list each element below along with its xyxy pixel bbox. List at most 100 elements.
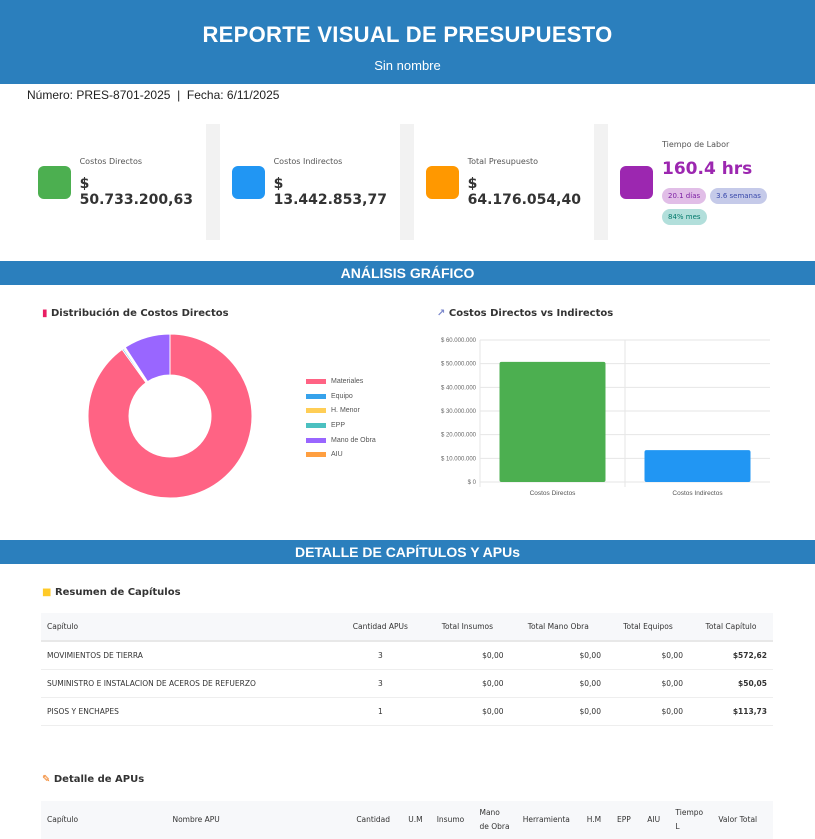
legend-item[interactable]: Mano de Obra xyxy=(306,433,376,448)
table-cell: 1 xyxy=(335,697,426,726)
legend-label: Materiales xyxy=(331,377,364,385)
legend-label: Equipo xyxy=(331,392,353,400)
donut-chart xyxy=(87,333,253,499)
numero-label: Número: xyxy=(27,88,74,102)
column-header[interactable]: U.M xyxy=(402,801,431,839)
trend-chart-icon: ↗ xyxy=(437,308,446,319)
legend-swatch xyxy=(306,452,326,458)
column-header[interactable]: Capítulo xyxy=(41,613,336,641)
column-header[interactable]: Herramienta xyxy=(516,801,581,839)
x-tick-label: Costos Indirectos xyxy=(672,490,723,497)
section-analisis: ANÁLISIS GRÁFICO xyxy=(0,261,815,285)
legend-item[interactable]: Equipo xyxy=(306,389,376,404)
card-total-presupuesto: Total Presupuesto $ 64.176.054,40 xyxy=(414,124,594,240)
report-header: REPORTE VISUAL DE PRESUPUESTO Sin nombre xyxy=(0,0,815,84)
legend-item[interactable]: Materiales xyxy=(306,374,376,389)
legend-label: Mano de Obra xyxy=(331,436,376,444)
column-header[interactable]: EPP xyxy=(611,801,642,839)
table-cell: $0,00 xyxy=(425,669,510,698)
x-tick-label: Costos Directos xyxy=(530,490,577,497)
legend-swatch xyxy=(306,422,326,428)
green-square-icon xyxy=(38,165,71,199)
card-value: $ 64.176.054,40 xyxy=(467,175,581,208)
column-header[interactable]: Total Mano Obra xyxy=(509,613,607,641)
labor-value: 160.4 hrs xyxy=(662,158,753,179)
column-header[interactable]: Total Insumos xyxy=(425,613,510,641)
bar-costos-directos[interactable] xyxy=(499,361,606,482)
table-cell: MOVIMIENTOS DE TIERRA xyxy=(41,641,336,670)
y-tick-label: $ 60.000.000 xyxy=(441,338,477,344)
fecha-label: Fecha: xyxy=(186,88,224,102)
legend-item[interactable]: EPP xyxy=(306,418,376,433)
resumen-table: Capítulo Cantidad APUs Total Insumos Total … xyxy=(41,613,773,726)
column-header[interactable]: Total Capítulo xyxy=(688,613,773,641)
report-title: REPORTE VISUAL DE PRESUPUESTO xyxy=(202,22,613,47)
card-divider xyxy=(594,124,608,240)
column-header[interactable]: Mano de Obra xyxy=(473,801,517,839)
fecha-value: 6/11/2025 xyxy=(226,88,280,102)
donut-slice-mano-de-obra[interactable] xyxy=(124,333,171,383)
folder-icon: ■ xyxy=(42,587,52,598)
table-cell: $0,00 xyxy=(425,697,510,726)
apus-title-text: Detalle de APUs xyxy=(53,774,145,785)
bar-chart-title: ↗ Costos Directos vs Indirectos xyxy=(437,308,613,319)
y-tick-label: $ 10.000.000 xyxy=(441,456,477,462)
pill-semanas: 3.6 semanas xyxy=(710,187,767,204)
table-cell: $113,73 xyxy=(688,697,773,726)
table-row: MOVIMIENTOS DE TIERRA 3 $0,00 $0,00 $0,00 $57… xyxy=(41,641,773,670)
column-header[interactable]: H.M xyxy=(580,801,611,839)
column-header[interactable]: Valor Total xyxy=(712,801,773,839)
table-cell: SUMINISTRO E INSTALACION DE ACEROS DE RE… xyxy=(41,669,336,698)
donut-slice-materiales[interactable] xyxy=(87,333,253,499)
y-tick-label: $ 40.000.000 xyxy=(441,385,477,391)
summary-cards: Costos Directos $ 50.733.200,63 Costos I… xyxy=(26,124,788,240)
column-header[interactable]: Insumo xyxy=(430,801,474,839)
table-row: PISOS Y ENCHAPES 1 $0,00 $0,00 $0,00 $113,73 xyxy=(41,697,773,726)
bar-costos-indirectos[interactable] xyxy=(644,450,751,482)
y-tick-label: $ 0 xyxy=(468,480,477,486)
column-header[interactable]: Cantidad APUs xyxy=(335,613,426,641)
resumen-title: ■ Resumen de Capítulos xyxy=(42,587,181,598)
legend-swatch xyxy=(306,378,326,384)
column-header[interactable]: Total Equipos xyxy=(606,613,689,641)
pill-dias: 20.1 días xyxy=(662,187,707,204)
apus-title: ✎ Detalle de APUs xyxy=(42,774,144,785)
card-label: Costos Directos xyxy=(79,156,142,166)
orange-square-icon xyxy=(426,165,459,199)
table-row: SUMINISTRO E INSTALACION DE ACEROS DE RE… xyxy=(41,669,773,698)
resumen-title-text: Resumen de Capítulos xyxy=(54,587,181,598)
column-header[interactable]: Capítulo xyxy=(41,801,167,839)
legend-swatch xyxy=(306,393,326,399)
card-label: Total Presupuesto xyxy=(467,156,539,166)
report-info: Número: PRES-8701-2025 | Fecha: 6/11/202… xyxy=(27,88,279,102)
card-costos-indirectos: Costos Indirectos $ 13.442.853,77 xyxy=(220,124,400,240)
table-cell: PISOS Y ENCHAPES xyxy=(41,697,336,726)
document-icon: ✎ xyxy=(42,774,51,785)
donut-legend: Materiales Equipo H. Menor EPP Mano de Obra A… xyxy=(306,374,376,462)
table-cell: 3 xyxy=(335,669,426,698)
table-cell: $50,05 xyxy=(688,669,773,698)
table-cell: $0,00 xyxy=(606,669,689,698)
donut-title-text: Distribución de Costos Directos xyxy=(51,308,229,319)
card-divider xyxy=(400,124,414,240)
donut-title: ▮ Distribución de Costos Directos xyxy=(42,308,229,319)
column-header[interactable]: Tiempo L xyxy=(669,801,713,839)
legend-item[interactable]: H. Menor xyxy=(306,403,376,418)
y-tick-label: $ 50.000.000 xyxy=(441,362,477,368)
table-cell: $0,00 xyxy=(425,641,510,670)
y-tick-label: $ 20.000.000 xyxy=(441,433,477,439)
column-header[interactable]: AIU xyxy=(641,801,670,839)
bar-chart: $ 0 $ 10.000.000 $ 20.000.000 $ 30.000.000 $… xyxy=(441,338,770,497)
table-cell: $0,00 xyxy=(606,697,689,726)
legend-label: AIU xyxy=(331,451,343,459)
column-header[interactable]: Nombre APU xyxy=(166,801,351,839)
table-cell: $0,00 xyxy=(509,697,607,726)
legend-item[interactable]: AIU xyxy=(306,447,376,462)
labor-label: Tiempo de Labor xyxy=(662,139,730,149)
card-value: $ 13.442.853,77 xyxy=(273,175,387,208)
table-cell: $0,00 xyxy=(509,641,607,670)
bar-title-text: Costos Directos vs Indirectos xyxy=(448,308,614,319)
numero-value: PRES-8701-2025 xyxy=(76,88,171,102)
column-header[interactable]: Cantidad xyxy=(350,801,403,839)
card-divider xyxy=(206,124,220,240)
